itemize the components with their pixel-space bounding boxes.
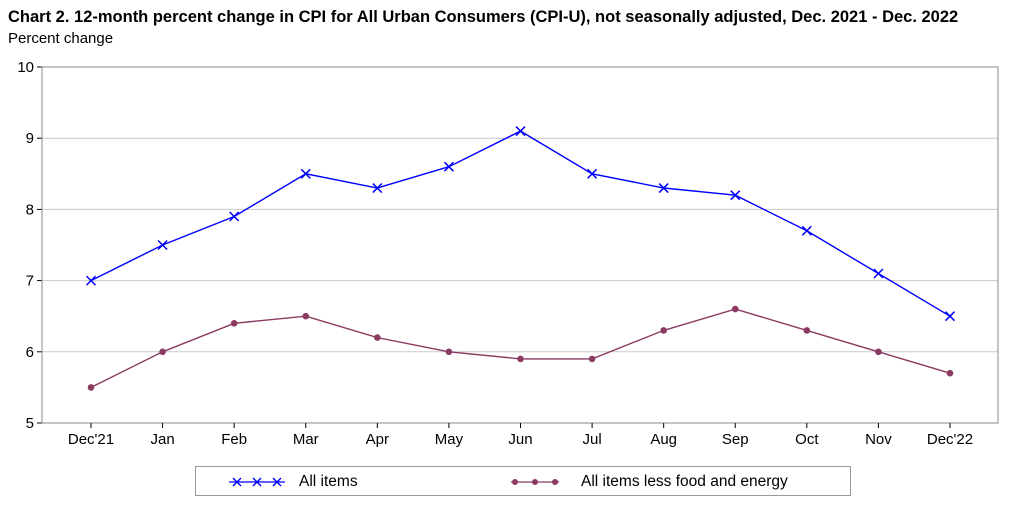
data-point-dot [302,312,310,320]
x-tick-label: Jan [150,431,174,448]
legend-swatch-dot-markers-icon [511,479,559,485]
chart-title: Chart 2. 12-month percent change in CPI … [8,8,959,26]
data-point-dot [445,348,453,356]
data-point-x [229,211,240,222]
data-point-x [873,268,884,279]
data-point-x [372,183,383,194]
x-tick-label: Mar [293,431,319,448]
y-tick-label: 10 [17,59,34,76]
data-point-x [515,126,526,137]
legend-label: All items less food and energy [581,473,788,490]
data-point-x [300,168,311,179]
x-tick-label: Nov [865,431,892,448]
data-point-dot [230,320,238,327]
data-point-x [85,275,97,286]
data-point-x [587,168,598,179]
data-point-x [157,239,168,251]
legend-swatch-x-markers-icon [229,477,285,487]
x-tick-label: Oct [795,431,819,448]
data-point-x [801,225,812,236]
data-point-dot [803,327,811,334]
x-tick-label: Feb [221,431,247,448]
y-tick-label: 7 [26,273,34,290]
y-tick-label: 6 [26,344,34,361]
data-point-dot [588,355,596,363]
x-tick-label: Aug [650,431,677,448]
data-point-x [944,311,956,322]
data-point-dot [875,348,882,356]
data-point-dot [374,334,381,341]
data-point-dot [660,327,667,334]
legend-item-all-items: All items [229,467,358,497]
legend-label: All items [299,473,358,490]
y-axis-unit-label: Percent change [8,30,114,47]
data-point-x [658,183,669,194]
x-tick-label: Dec'22 [927,431,973,448]
data-point-dot [946,369,954,377]
data-point-dot [159,348,166,356]
legend-item-core: All items less food and energy [511,467,788,497]
x-tick-label: Jun [508,431,532,448]
data-point-dot [87,384,95,391]
data-point-x [443,161,454,172]
legend: All items All items less food and energy [195,466,851,496]
series-line [90,308,951,389]
plot-frame [41,66,999,424]
x-tick-label: Dec'21 [68,431,114,448]
y-tick-label: 8 [26,201,34,218]
y-tick-label: 5 [26,415,34,432]
data-point-dot [731,305,739,313]
x-tick-label: Sep [722,431,749,448]
x-tick-label: May [435,431,464,448]
data-point-x [730,190,741,201]
y-tick-label: 9 [26,130,34,147]
data-point-dot [517,355,524,363]
series-line [90,130,951,317]
x-tick-label: Apr [366,431,389,448]
x-tick-label: Jul [582,431,601,448]
